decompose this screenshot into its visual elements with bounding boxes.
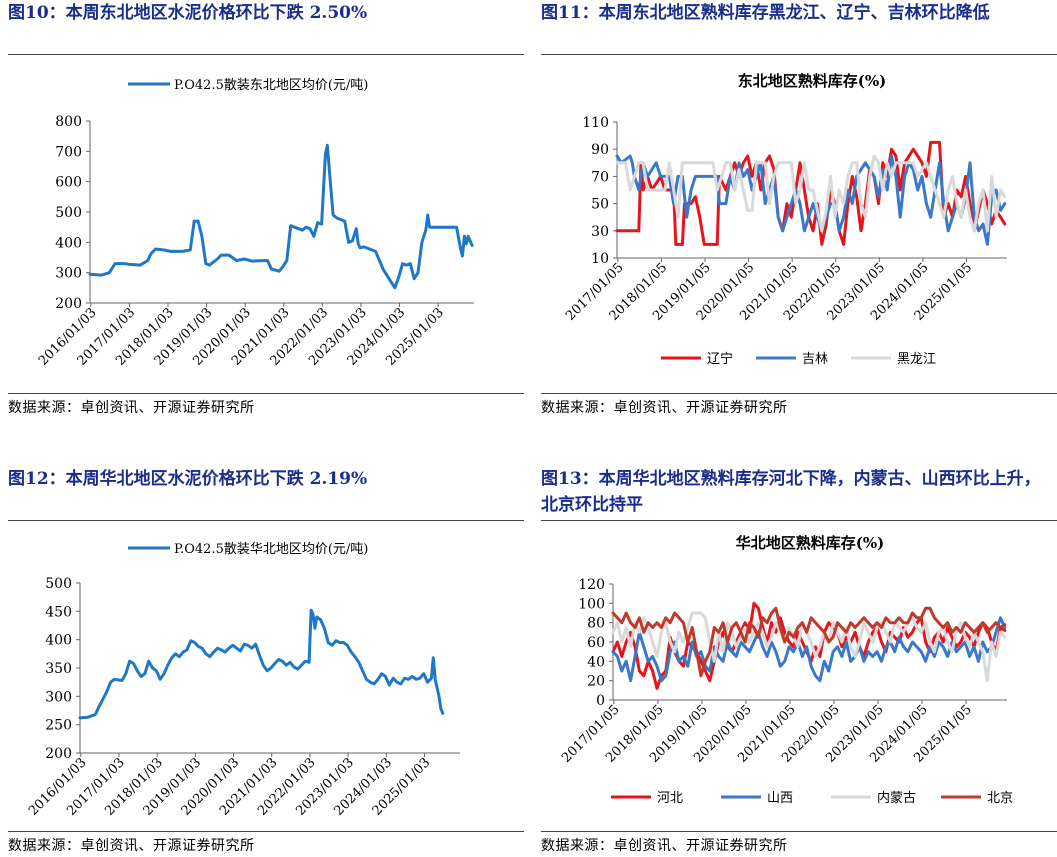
series-line-3 (611, 611, 1007, 683)
price-chart-northeast: 2003004005006007008002016/01/032017/01/0… (36, 78, 474, 369)
y-tick-label: 800 (55, 114, 82, 130)
y-tick-label: 700 (55, 144, 82, 160)
figure-13: 图13：本周华北地区熟料库存河北下降，内蒙古、山西环比上升，北京环比持平 华北地… (541, 466, 1057, 857)
y-tick-label: 500 (55, 205, 82, 221)
figure-title: 图10：本周东北地区水泥价格环比下跌 2.50% (8, 3, 368, 23)
y-tick-label: 30 (591, 224, 609, 240)
y-tick-label: 400 (55, 235, 82, 251)
clinker-inventory-chart-northeast: 东北地区熟料库存(%)10305070901102017/01/052018/0… (563, 72, 1007, 367)
source-rule (541, 393, 1057, 394)
source-rule (8, 393, 524, 394)
title-rule (541, 520, 1057, 521)
series-line-1 (88, 143, 474, 290)
chart-title: 东北地区熟料库存(%) (738, 72, 886, 90)
figure-title: 图11：本周东北地区熟料库存黑龙江、辽宁、吉林环比降低 (541, 3, 990, 23)
y-tick-label: 60 (587, 635, 605, 651)
figure-11: 图11：本周东北地区熟料库存黑龙江、辽宁、吉林环比降低 东北地区熟料库存(%) 1… (541, 0, 1057, 420)
y-tick-label: 100 (578, 596, 605, 612)
series-line-3 (615, 154, 1007, 233)
y-tick-label: 40 (587, 654, 605, 670)
price-chart-north-china: 2002503003504004505002016/01/032017/01/0… (26, 542, 460, 819)
legend-label: P.O42.5散装东北地区均价(元/吨) (174, 78, 368, 93)
y-tick-label: 200 (55, 296, 82, 312)
title-rule (8, 520, 524, 521)
legend-label-1: 河北 (657, 791, 683, 806)
y-tick-label: 110 (582, 115, 609, 131)
series-line-2 (611, 616, 1007, 683)
data-source: 数据来源：卓创资讯、开源证券研究所 (541, 400, 788, 416)
legend-label-4: 北京 (987, 791, 1013, 806)
y-tick-label: 120 (578, 577, 605, 593)
y-tick-label: 50 (591, 197, 609, 213)
source-rule (541, 831, 1057, 832)
y-tick-label: 80 (587, 616, 605, 632)
y-tick-label: 300 (45, 689, 72, 705)
data-source: 数据来源：卓创资讯、开源证券研究所 (8, 838, 255, 854)
y-tick-label: 450 (45, 604, 72, 620)
y-tick-label: 70 (591, 169, 609, 185)
y-tick-label: 400 (45, 633, 72, 649)
figure-10: 图10：本周东北地区水泥价格环比下跌 2.50% 200 300 400 500 600… (8, 0, 524, 420)
y-tick-label: 500 (45, 576, 72, 592)
y-tick-label: 20 (587, 674, 605, 690)
y-tick-label: 300 (55, 266, 82, 282)
legend-label: P.O42.5散装华北地区均价(元/吨) (174, 542, 368, 557)
figure-title: 图12：本周华北地区水泥价格环比下跌 2.19% (8, 469, 368, 489)
data-source: 数据来源：卓创资讯、开源证券研究所 (8, 400, 255, 416)
legend-label-3: 黑龙江 (897, 352, 936, 367)
title-rule (541, 54, 1057, 55)
y-tick-label: 90 (591, 142, 609, 158)
y-tick-label: 200 (45, 746, 72, 762)
legend-label-2: 吉林 (802, 352, 828, 367)
y-tick-label: 0 (596, 693, 605, 709)
y-tick-label: 600 (55, 175, 82, 191)
data-source: 数据来源：卓创资讯、开源证券研究所 (541, 838, 788, 854)
title-rule (8, 54, 524, 55)
figure-title: 图13：本周华北地区熟料库存河北下降，内蒙古、山西环比上升，北京环比持平 (541, 469, 1041, 515)
y-tick-label: 10 (591, 251, 609, 267)
source-rule (8, 831, 524, 832)
legend-label-1: 辽宁 (707, 351, 733, 367)
legend-label-2: 山西 (767, 791, 793, 806)
clinker-inventory-chart-north-china: 华北地区熟料库存(%)0204060801001202017/01/052018… (559, 534, 1013, 806)
y-tick-label: 250 (45, 718, 72, 734)
figure-12: 图12：本周华北地区水泥价格环比下跌 2.19% 200 250 300 350 400… (8, 466, 524, 857)
series-line-1 (78, 608, 445, 720)
chart-title: 华北地区熟料库存(%) (736, 534, 884, 552)
y-tick-label: 350 (45, 661, 72, 677)
series-line-4 (611, 606, 1007, 678)
legend-label-3: 内蒙古 (877, 790, 916, 806)
